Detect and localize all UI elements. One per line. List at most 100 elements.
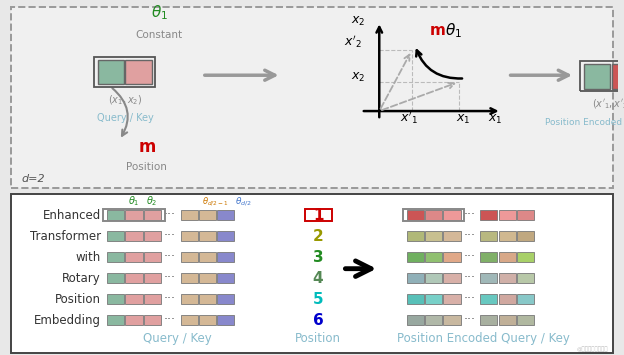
Text: Constant: Constant xyxy=(135,30,183,40)
Bar xyxy=(217,231,235,241)
FancyBboxPatch shape xyxy=(11,7,613,188)
Bar xyxy=(499,231,515,241)
Text: Position: Position xyxy=(295,332,341,345)
Bar xyxy=(125,315,143,325)
Text: ···: ··· xyxy=(163,293,175,306)
Text: Position Encoded Query / Key: Position Encoded Query / Key xyxy=(397,332,570,345)
Text: $(x_1, x_2)$: $(x_1, x_2)$ xyxy=(108,93,143,107)
Bar xyxy=(407,211,424,220)
Bar xyxy=(480,252,497,262)
Text: Embedding: Embedding xyxy=(34,313,101,327)
Bar xyxy=(180,315,198,325)
Text: d=2: d=2 xyxy=(21,174,45,184)
Bar xyxy=(144,294,161,304)
Text: $x_2$: $x_2$ xyxy=(351,15,366,28)
Bar xyxy=(144,273,161,283)
Text: 6: 6 xyxy=(313,312,323,328)
Bar xyxy=(499,315,515,325)
Bar xyxy=(144,315,161,325)
Text: ···: ··· xyxy=(463,208,475,222)
Text: @稀土掘金技术社区: @稀土掘金技术社区 xyxy=(577,346,608,352)
Bar xyxy=(107,273,124,283)
Text: $x'_2$: $x'_2$ xyxy=(344,33,362,50)
Text: ···: ··· xyxy=(163,208,175,222)
Bar xyxy=(217,252,235,262)
Bar xyxy=(107,231,124,241)
Text: Query / Key: Query / Key xyxy=(97,113,154,123)
Bar xyxy=(480,231,497,241)
Text: ···: ··· xyxy=(163,230,175,242)
Text: $\mathbf{m}$: $\mathbf{m}$ xyxy=(138,138,156,156)
Text: 1: 1 xyxy=(313,208,323,223)
Bar xyxy=(407,294,424,304)
Bar xyxy=(407,252,424,262)
Bar xyxy=(499,252,515,262)
Text: ···: ··· xyxy=(463,230,475,242)
Text: Rotary: Rotary xyxy=(62,272,101,284)
Bar xyxy=(517,315,534,325)
FancyBboxPatch shape xyxy=(11,193,613,353)
Bar xyxy=(199,252,216,262)
Text: Position Encoded Query / Key: Position Encoded Query / Key xyxy=(545,118,624,127)
Text: ···: ··· xyxy=(463,272,475,284)
Bar xyxy=(107,315,124,325)
Text: 4: 4 xyxy=(313,271,323,285)
Bar xyxy=(144,252,161,262)
Bar xyxy=(425,294,442,304)
Bar xyxy=(199,294,216,304)
Bar xyxy=(499,211,515,220)
Text: 5: 5 xyxy=(313,291,323,306)
Bar xyxy=(480,294,497,304)
Bar xyxy=(199,211,216,220)
Bar xyxy=(107,252,124,262)
Text: 2: 2 xyxy=(313,229,323,244)
Bar xyxy=(180,211,198,220)
Bar xyxy=(144,231,161,241)
Text: $\theta_{d/2}$: $\theta_{d/2}$ xyxy=(235,195,252,208)
Bar xyxy=(199,273,216,283)
Text: $\theta_{d/2-1}$: $\theta_{d/2-1}$ xyxy=(202,195,229,208)
Bar xyxy=(125,211,143,220)
Bar xyxy=(517,252,534,262)
Text: Position: Position xyxy=(127,162,167,172)
Bar xyxy=(180,252,198,262)
Text: $x_1$: $x_1$ xyxy=(488,113,503,126)
Text: $\theta_1$: $\theta_1$ xyxy=(128,195,139,208)
Bar xyxy=(480,315,497,325)
Text: $x_1$: $x_1$ xyxy=(456,113,471,126)
Bar xyxy=(612,64,624,89)
Bar xyxy=(125,60,152,84)
Text: ···: ··· xyxy=(163,313,175,327)
Text: $\theta_1$: $\theta_1$ xyxy=(150,3,168,22)
Bar xyxy=(444,273,461,283)
Bar xyxy=(584,64,610,89)
Text: Query / Key: Query / Key xyxy=(143,332,212,345)
Bar xyxy=(425,252,442,262)
Text: ···: ··· xyxy=(463,313,475,327)
Bar xyxy=(517,294,534,304)
Text: Position: Position xyxy=(55,293,101,306)
Bar xyxy=(499,294,515,304)
Bar xyxy=(444,315,461,325)
Text: Enhanced: Enhanced xyxy=(43,208,101,222)
Text: $\mathbf{m}$: $\mathbf{m}$ xyxy=(429,23,446,38)
Bar xyxy=(407,273,424,283)
Text: Transformer: Transformer xyxy=(30,230,101,242)
Bar xyxy=(444,231,461,241)
Bar xyxy=(407,315,424,325)
Bar xyxy=(407,231,424,241)
Text: $\theta_1$: $\theta_1$ xyxy=(446,21,462,40)
Bar xyxy=(444,211,461,220)
Bar xyxy=(98,60,124,84)
Bar xyxy=(499,273,515,283)
Bar xyxy=(444,294,461,304)
Bar xyxy=(425,315,442,325)
Bar xyxy=(199,315,216,325)
Bar xyxy=(480,211,497,220)
Bar xyxy=(180,231,198,241)
Bar xyxy=(517,273,534,283)
Bar xyxy=(425,273,442,283)
Text: 3: 3 xyxy=(313,250,323,264)
Bar xyxy=(217,315,235,325)
Text: $x'_1$: $x'_1$ xyxy=(400,110,417,126)
